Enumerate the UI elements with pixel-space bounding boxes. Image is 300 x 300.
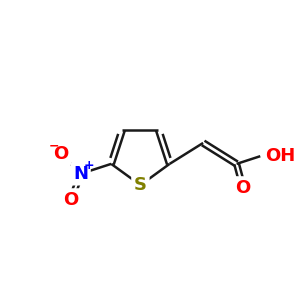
Text: N: N [73,165,88,183]
Text: S: S [134,176,147,194]
Text: O: O [236,179,251,197]
Text: O: O [53,145,69,163]
Text: +: + [83,159,94,172]
Text: O: O [64,191,79,209]
Text: −: − [48,140,59,152]
Text: OH: OH [265,147,295,165]
